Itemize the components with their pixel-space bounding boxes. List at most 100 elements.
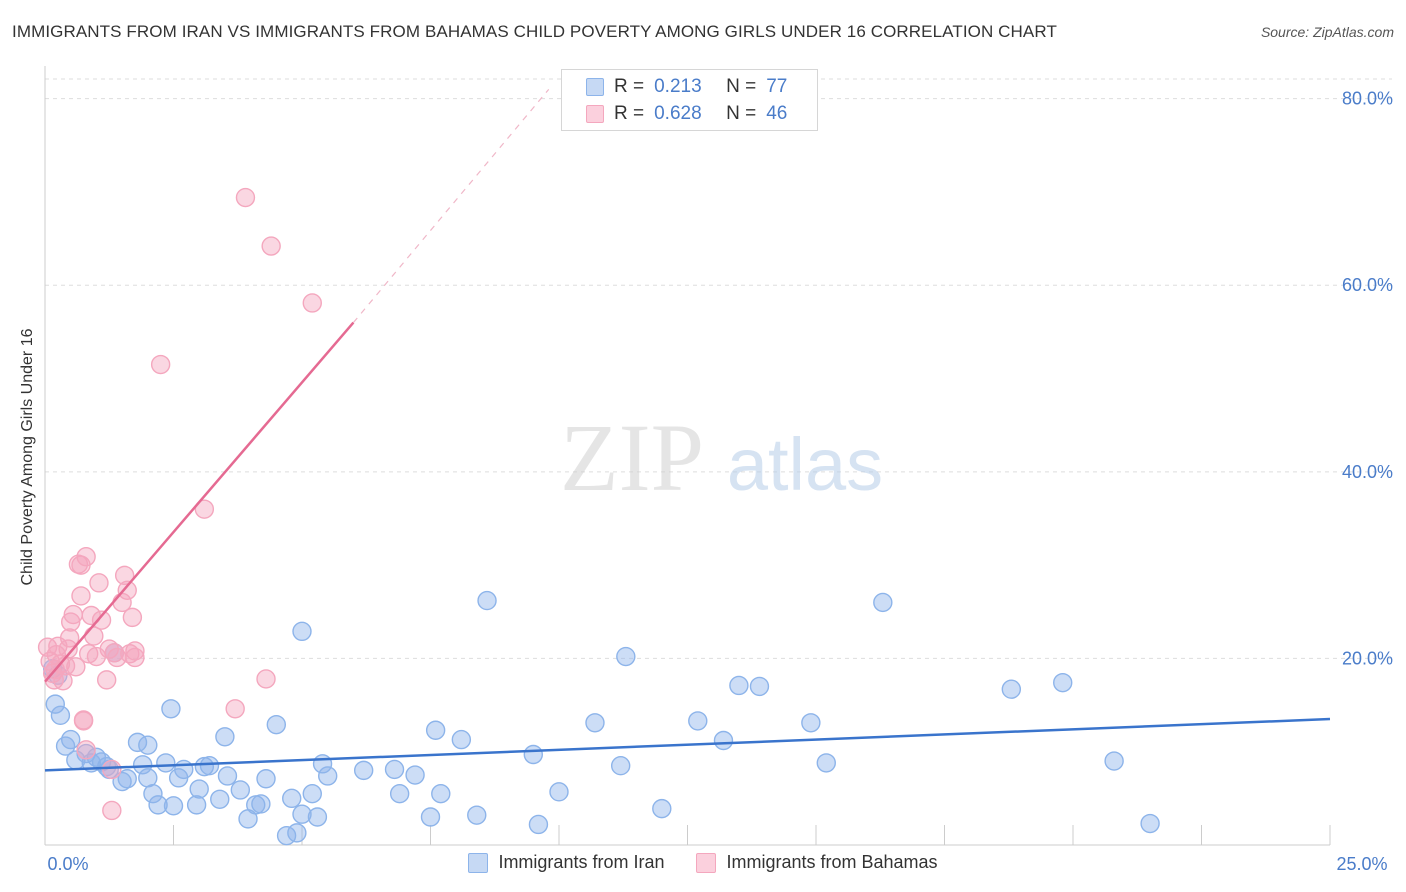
point-iran-61 <box>688 711 708 731</box>
point-iran-18 <box>156 753 176 773</box>
point-iran-68 <box>1001 679 1022 699</box>
x-tick-label-min: 0.0% <box>47 854 88 874</box>
point-bahamas-21 <box>76 740 96 760</box>
point-iran-70 <box>1104 751 1124 771</box>
point-iran-46 <box>389 783 410 804</box>
point-iran-37 <box>282 788 302 809</box>
point-iran-33 <box>251 794 271 814</box>
point-iran-75 <box>138 768 158 788</box>
point-iran-56 <box>549 782 569 802</box>
point-iran-17 <box>148 795 168 815</box>
axes <box>44 66 1331 846</box>
point-bahamas-47 <box>102 800 122 821</box>
y-tick-label-0: 20.0% <box>1342 648 1393 668</box>
point-iran-1 <box>50 705 71 726</box>
bottom-legend-label-bahamas: Immigrants from Bahamas <box>726 852 938 872</box>
point-bahamas-43 <box>235 187 256 208</box>
point-iran-44 <box>353 760 374 781</box>
point-iran-47 <box>405 765 425 785</box>
bottom-legend-swatch-bahamas <box>696 852 717 873</box>
point-bahamas-12 <box>60 612 81 632</box>
point-iran-41 <box>307 807 328 827</box>
point-bahamas-34 <box>114 565 135 586</box>
point-bahamas-40 <box>150 354 171 375</box>
point-iran-66 <box>816 753 836 773</box>
point-iran-29 <box>217 766 238 786</box>
legend-r-value-bahamas: 0.628 <box>654 103 702 124</box>
bottom-legend-label-iran: Immigrants from Iran <box>498 852 665 872</box>
point-bahamas-35 <box>117 580 137 601</box>
point-iran-67 <box>873 592 893 613</box>
point-iran-28 <box>215 727 235 747</box>
point-iran-22 <box>174 759 194 780</box>
point-iran-39 <box>292 621 312 642</box>
point-iran-54 <box>523 744 543 765</box>
trend-line-bahamas-extension <box>352 88 550 323</box>
point-bahamas-38 <box>125 641 145 661</box>
point-bahamas-22 <box>78 644 99 664</box>
point-iran-50 <box>431 783 451 804</box>
bottom-legend-item-bahamas: Immigrants from Bahamas <box>696 852 938 873</box>
legend-n-label-iran: N = <box>726 76 757 97</box>
chart-title: IMMIGRANTS FROM IRAN VS IMMIGRANTS FROM … <box>12 22 1057 41</box>
chart-source: Source: ZipAtlas.com <box>1260 24 1394 40</box>
point-iran-3 <box>60 729 81 750</box>
point-bahamas-45 <box>261 236 281 256</box>
point-iran-71 <box>1140 813 1160 834</box>
point-iran-59 <box>616 646 636 667</box>
point-bahamas-13 <box>63 604 83 625</box>
legend-n-label-bahamas: N = <box>726 103 757 124</box>
point-iran-15 <box>138 735 158 755</box>
point-iran-30 <box>230 780 251 800</box>
point-iran-0 <box>45 694 65 714</box>
point-iran-63 <box>729 675 749 696</box>
grid-lines <box>45 78 1392 659</box>
bottom-legend: Immigrants from Iran Immigrants from Bah… <box>0 852 1406 873</box>
point-iran-51 <box>451 729 472 750</box>
point-iran-19 <box>161 699 181 719</box>
point-bahamas-28 <box>96 670 117 690</box>
point-iran-24 <box>189 779 209 799</box>
watermark-atlas: atlas <box>727 423 883 506</box>
point-bahamas-14 <box>66 657 86 677</box>
trend-line-iran <box>44 717 1331 772</box>
legend-n-value-iran: 77 <box>766 76 788 97</box>
y-tick-label-3: 80.0% <box>1342 89 1393 109</box>
y-tick-label-1: 40.0% <box>1342 462 1393 482</box>
point-iran-38 <box>287 823 307 843</box>
point-iran-23 <box>186 795 207 815</box>
point-bahamas-41 <box>194 499 215 519</box>
point-bahamas-8 <box>53 671 73 691</box>
point-bahamas-42 <box>225 699 245 719</box>
legend-n-value-bahamas: 46 <box>766 103 788 124</box>
point-iran-43 <box>318 766 338 786</box>
point-iran-49 <box>425 720 446 740</box>
tick-labels: 0.0% 25.0% 20.0% 40.0% 60.0% 80.0% <box>47 89 1393 874</box>
watermark-zip: ZIP <box>560 404 704 511</box>
point-iran-26 <box>199 756 220 776</box>
point-bahamas-44 <box>256 669 276 689</box>
point-iran-55 <box>528 814 549 835</box>
point-bahamas-19 <box>73 711 94 731</box>
point-iran-76 <box>292 804 312 824</box>
point-iran-40 <box>302 783 322 804</box>
bottom-legend-swatch-iran <box>468 852 489 873</box>
point-iran-34 <box>256 769 276 789</box>
point-bahamas-11 <box>59 628 80 648</box>
point-bahamas-37 <box>122 607 143 628</box>
series-iran-points <box>43 590 1160 846</box>
point-iran-45 <box>384 759 405 780</box>
legend-swatch-bahamas <box>586 105 604 123</box>
point-bahamas-27 <box>91 610 112 630</box>
point-iran-12 <box>117 769 137 789</box>
x-tick-label-max: 25.0% <box>1336 854 1387 874</box>
point-iran-65 <box>801 713 821 733</box>
watermark: ZIP atlas <box>560 404 883 511</box>
point-bahamas-26 <box>89 573 109 593</box>
point-iran-27 <box>210 789 230 809</box>
legend-row-bahamas: R = 0.628 N = 46 <box>586 103 787 125</box>
y-tick-label-2: 60.0% <box>1342 275 1393 295</box>
point-iran-60 <box>652 798 672 819</box>
point-iran-58 <box>610 756 631 776</box>
